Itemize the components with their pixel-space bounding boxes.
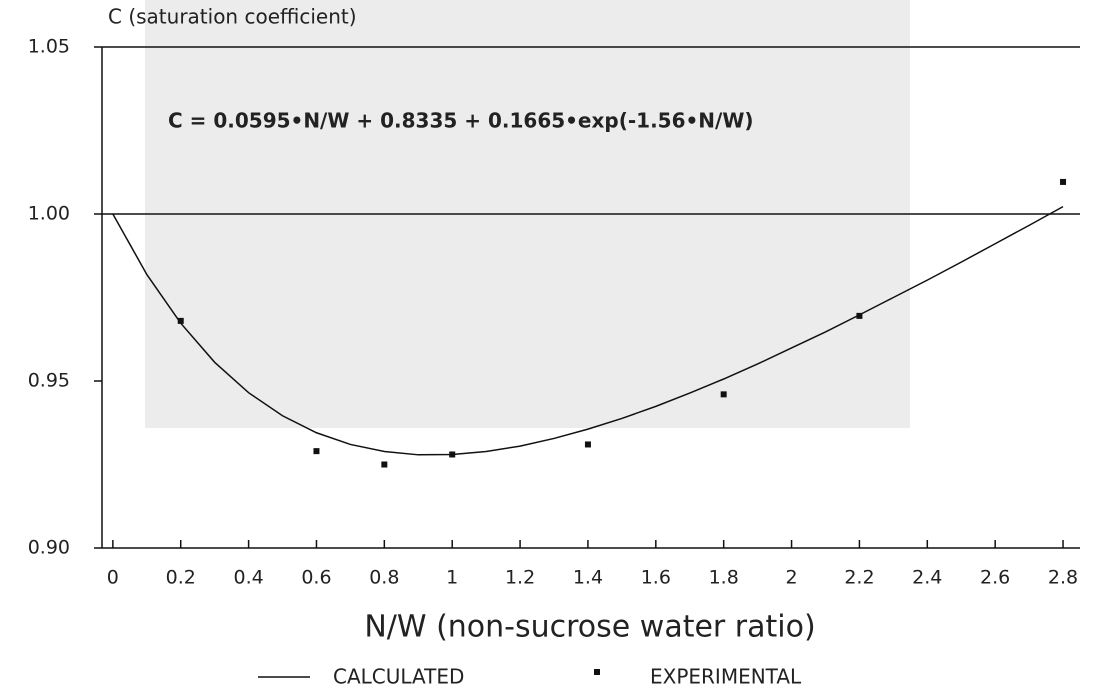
x-tick-label: 0.4 bbox=[233, 567, 263, 589]
x-tick-label: 1.6 bbox=[641, 567, 671, 589]
experimental-point bbox=[177, 317, 184, 324]
x-tick-label: 2 bbox=[786, 567, 798, 589]
experimental-point bbox=[584, 441, 591, 448]
y-axis-title: C (saturation coefficient) bbox=[108, 5, 357, 29]
x-tick-label: 2.4 bbox=[912, 567, 942, 589]
experimental-point bbox=[381, 461, 388, 468]
x-axis-title: N/W (non-sucrose water ratio) bbox=[364, 610, 815, 645]
experimental-point bbox=[449, 451, 456, 458]
x-tick-label: 1 bbox=[446, 567, 458, 589]
x-tick-label: 0.6 bbox=[301, 567, 331, 589]
experimental-point bbox=[856, 312, 863, 319]
y-tick-label: 1.05 bbox=[28, 36, 70, 58]
y-tick-label: 0.90 bbox=[28, 537, 70, 559]
x-tick-label: 0 bbox=[107, 567, 119, 589]
legend-label: EXPERIMENTAL bbox=[650, 665, 802, 689]
x-tick-label: 1.2 bbox=[505, 567, 535, 589]
x-tick-label: 2.8 bbox=[1048, 567, 1078, 589]
experimental-point bbox=[1060, 178, 1067, 185]
equation: C = 0.0595•N/W + 0.8335 + 0.1665•exp(-1.… bbox=[168, 109, 754, 133]
experimental-point bbox=[313, 448, 320, 455]
y-tick-label: 1.00 bbox=[28, 203, 70, 225]
legend-point bbox=[594, 669, 600, 675]
x-tick-label: 1.4 bbox=[573, 567, 603, 589]
x-tick-label: 2.2 bbox=[844, 567, 874, 589]
x-tick-label: 2.6 bbox=[980, 567, 1010, 589]
experimental-point bbox=[720, 391, 727, 398]
x-tick-label: 0.8 bbox=[369, 567, 399, 589]
x-tick-label: 0.2 bbox=[166, 567, 196, 589]
x-tick-label: 1.8 bbox=[709, 567, 739, 589]
y-tick-label: 0.95 bbox=[28, 370, 70, 392]
calculated-line bbox=[112, 205, 1064, 456]
legend-label: CALCULATED bbox=[333, 665, 464, 689]
